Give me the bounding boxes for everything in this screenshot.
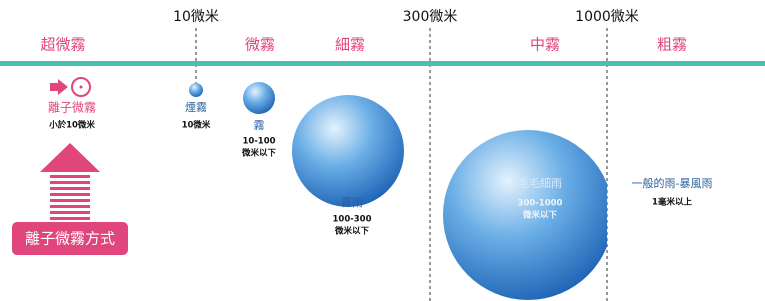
ion-icon xyxy=(50,78,90,96)
droplet xyxy=(189,83,203,97)
droplet-label: 霧 xyxy=(254,119,265,132)
ion-button-label: 離子微霧方式 xyxy=(25,230,115,248)
scale-tick: 300微米 xyxy=(403,9,458,25)
droplet-size: 微米以下 xyxy=(241,148,277,159)
band-label: 粗霧 xyxy=(657,36,687,54)
droplet-label: 毛毛細雨 xyxy=(518,177,562,190)
droplet-label: 煙霧 xyxy=(185,101,207,114)
droplet-size: 10微米 xyxy=(182,120,211,131)
droplet-size: 300-1000 xyxy=(518,199,563,209)
droplet xyxy=(292,95,404,207)
droplet-size: 1毫米以上 xyxy=(652,197,692,208)
scale-tick: 10微米 xyxy=(173,9,219,25)
droplet-size: 微米以下 xyxy=(522,210,558,221)
band-label: 微霧 xyxy=(245,36,275,54)
droplet-label: 霧雨 xyxy=(341,196,363,209)
band-label: 細霧 xyxy=(335,36,365,54)
droplet xyxy=(243,82,275,114)
ion-label: 離子微霧 xyxy=(48,101,96,115)
scale-tick: 1000微米 xyxy=(575,9,639,25)
droplet-size: 微米以下 xyxy=(334,226,370,237)
diagram: 10微米 300微米 1000微米 超微霧 微霧 細霧 中霧 粗霧 離子微霧 小… xyxy=(0,0,765,301)
band-label: 超微霧 xyxy=(40,36,85,54)
up-arrow xyxy=(40,143,100,220)
droplet-size: 10-100 xyxy=(242,137,275,147)
baseline-bar xyxy=(0,61,765,66)
droplet-label: 一般的雨-暴風雨 xyxy=(632,176,713,190)
ion-size: 小於10微米 xyxy=(48,120,95,131)
band-label: 中霧 xyxy=(530,36,560,54)
droplet-size: 100-300 xyxy=(332,215,371,225)
